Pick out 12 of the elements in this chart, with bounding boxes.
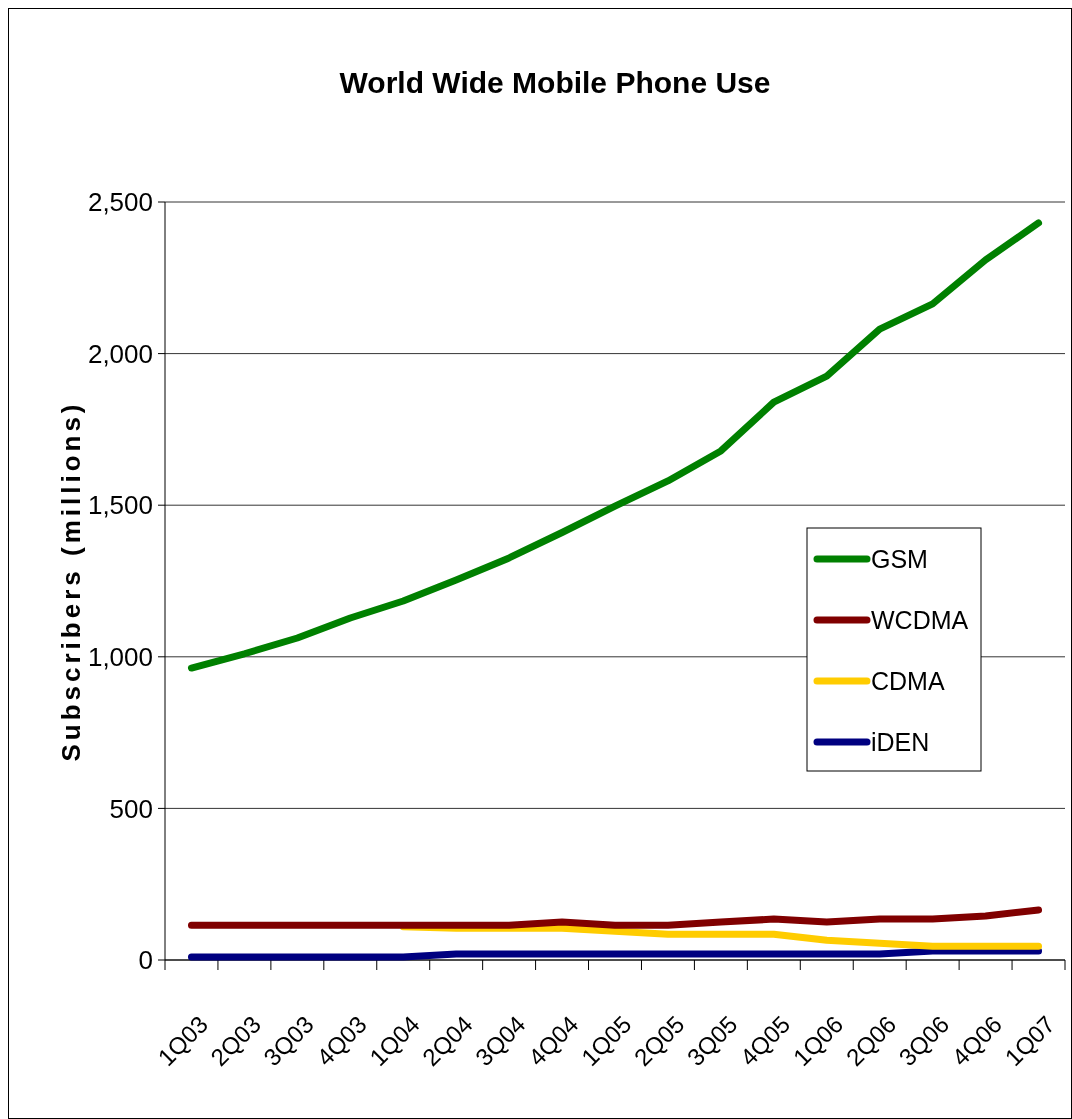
legend-label: GSM: [871, 544, 928, 573]
legend-label: iDEN: [871, 727, 930, 756]
y-axis-title: Subscribers (millions): [56, 400, 86, 762]
chart-title: World Wide Mobile Phone Use: [339, 66, 771, 99]
y-tick-label: 2,500: [87, 187, 153, 218]
legend-label: CDMA: [871, 666, 945, 695]
y-tick-label: 0: [138, 945, 153, 976]
y-tick-label: 1,000: [87, 641, 153, 672]
y-tick-label: 500: [109, 793, 153, 824]
y-tick-label: 2,000: [87, 338, 153, 369]
legend-label: WCDMA: [871, 605, 969, 634]
y-tick-label: 1,500: [87, 490, 153, 521]
